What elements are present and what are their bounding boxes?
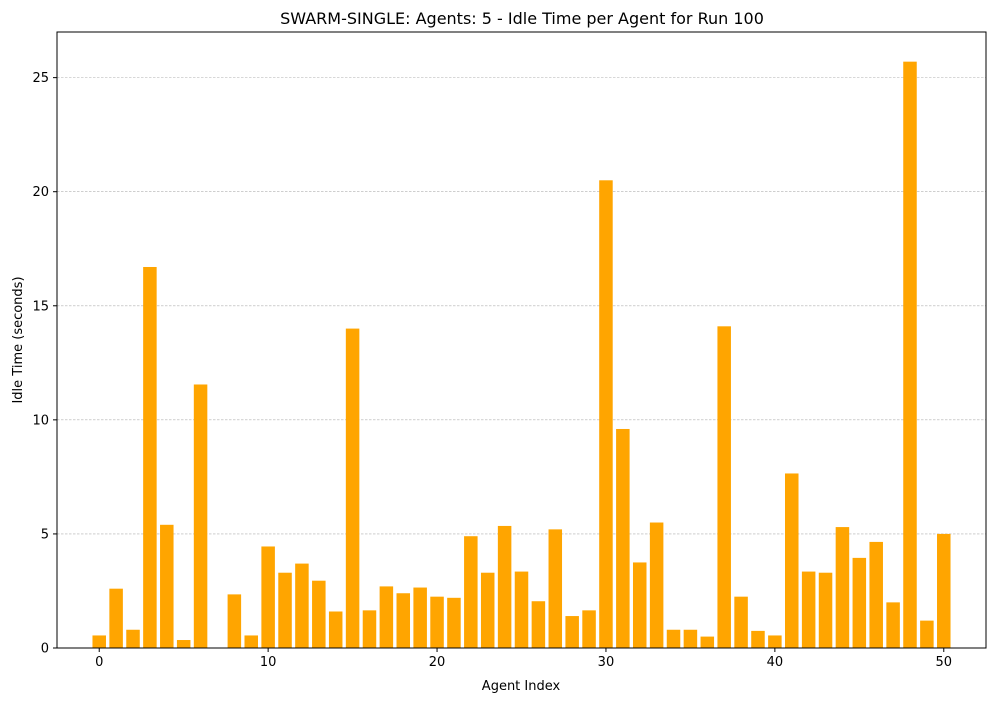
bar bbox=[345, 328, 360, 648]
bar bbox=[531, 601, 546, 648]
bar bbox=[362, 610, 377, 648]
bar bbox=[379, 586, 394, 648]
bar bbox=[126, 629, 140, 648]
bar bbox=[328, 611, 343, 648]
bar bbox=[632, 562, 647, 648]
chart-title: SWARM-SINGLE: Agents: 5 - Idle Time per … bbox=[280, 9, 764, 28]
bar bbox=[193, 384, 208, 648]
bar bbox=[717, 326, 731, 648]
y-axis: 0 5 10 15 20 25 bbox=[32, 71, 57, 657]
bar bbox=[227, 594, 242, 648]
bar bbox=[92, 635, 106, 648]
gridlines bbox=[57, 77, 986, 535]
bar bbox=[176, 640, 191, 648]
y-axis-label: Idle Time (seconds) bbox=[11, 276, 26, 403]
bar bbox=[109, 588, 123, 648]
bar bbox=[312, 580, 326, 648]
bar bbox=[413, 587, 427, 648]
bar bbox=[886, 602, 900, 648]
bar bbox=[920, 620, 934, 648]
bar bbox=[835, 527, 850, 648]
bar bbox=[649, 522, 664, 648]
bar bbox=[497, 525, 512, 648]
bar bbox=[261, 546, 275, 648]
bar bbox=[784, 473, 799, 648]
bar bbox=[869, 541, 883, 648]
bar bbox=[565, 616, 579, 648]
x-tick-label: 0 bbox=[95, 655, 103, 670]
bar bbox=[903, 61, 917, 649]
x-tick-label: 40 bbox=[767, 655, 784, 670]
x-tick-label: 30 bbox=[598, 655, 615, 670]
bar bbox=[666, 629, 681, 648]
bar bbox=[548, 529, 563, 648]
bar bbox=[160, 524, 174, 648]
bar bbox=[514, 571, 529, 648]
bar bbox=[852, 557, 867, 648]
x-tick-label: 10 bbox=[260, 655, 277, 670]
bar bbox=[396, 593, 411, 648]
x-axis-label: Agent Index bbox=[482, 679, 561, 694]
bar bbox=[768, 635, 782, 648]
x-tick-label: 20 bbox=[429, 655, 446, 670]
x-axis: 0 10 20 30 40 50 bbox=[95, 648, 952, 670]
bars bbox=[92, 61, 951, 649]
y-tick-label: 10 bbox=[32, 413, 49, 428]
bar bbox=[430, 596, 444, 648]
bar bbox=[937, 533, 951, 648]
bar bbox=[599, 180, 613, 648]
bar bbox=[143, 266, 157, 648]
bar bbox=[582, 610, 596, 648]
bar bbox=[818, 572, 833, 648]
bar bbox=[447, 597, 461, 648]
y-tick-label: 25 bbox=[32, 71, 49, 86]
x-tick-label: 50 bbox=[935, 655, 952, 670]
bar bbox=[683, 629, 698, 648]
bar bbox=[480, 572, 495, 648]
y-tick-label: 5 bbox=[41, 527, 49, 542]
bar bbox=[464, 536, 478, 648]
y-tick-label: 20 bbox=[32, 185, 49, 200]
bar bbox=[278, 572, 292, 648]
bar bbox=[295, 563, 309, 648]
bar bbox=[801, 571, 816, 648]
bar bbox=[734, 596, 748, 648]
bar bbox=[700, 636, 715, 648]
y-tick-label: 15 bbox=[32, 299, 49, 314]
bar bbox=[751, 630, 765, 648]
plot-frame bbox=[56, 31, 987, 649]
bar bbox=[616, 428, 630, 648]
y-tick-label: 0 bbox=[41, 642, 49, 657]
bar bbox=[244, 635, 259, 648]
